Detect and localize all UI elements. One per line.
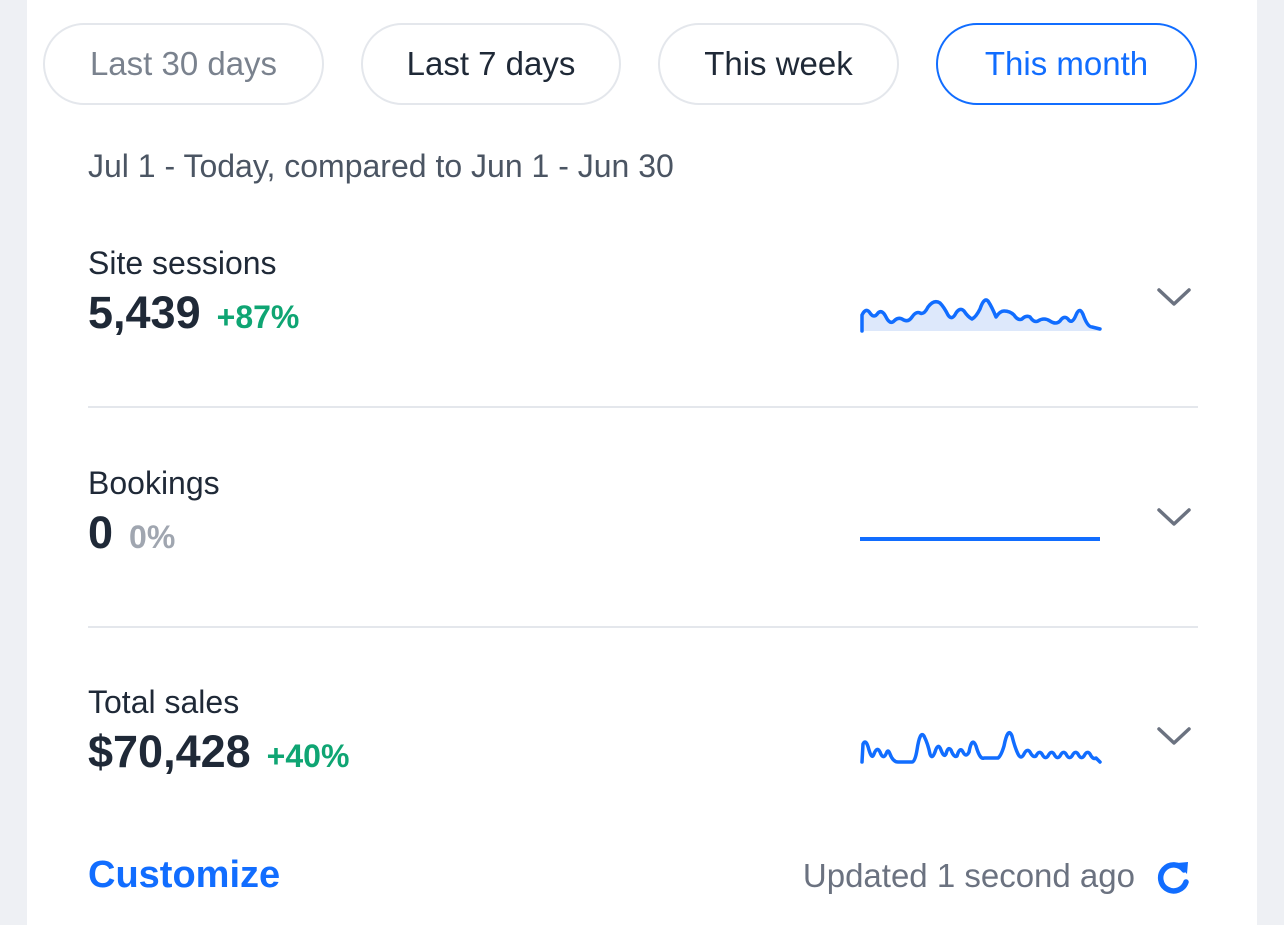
filter-last-7-days[interactable]: Last 7 days	[361, 23, 621, 105]
customize-link[interactable]: Customize	[88, 854, 281, 896]
chevron-down-icon[interactable]	[1156, 505, 1192, 529]
sparkline-chart-icon	[860, 730, 1102, 764]
metric-value: $70,428	[88, 726, 251, 777]
divider	[88, 406, 1198, 408]
metric-site-sessions[interactable]: Site sessions 5,439 +87%	[88, 245, 1198, 395]
filter-this-week[interactable]: This week	[658, 23, 899, 105]
metric-value-row: 5,439 +87%	[88, 287, 299, 339]
refresh-icon[interactable]	[1153, 858, 1193, 898]
metric-label: Total sales	[88, 684, 240, 720]
chevron-down-icon[interactable]	[1156, 724, 1192, 748]
metric-change: 0%	[129, 519, 176, 555]
sparkline-chart-icon	[860, 298, 1102, 333]
metric-value: 0	[88, 507, 114, 558]
metric-label: Bookings	[88, 465, 220, 501]
metric-bookings[interactable]: Bookings 0 0%	[88, 465, 1198, 615]
metric-value-row: $70,428 +40%	[88, 726, 349, 778]
filter-this-month[interactable]: This month	[936, 23, 1197, 105]
metric-label: Site sessions	[88, 245, 277, 281]
flat-line-chart-icon	[860, 537, 1100, 541]
metric-total-sales[interactable]: Total sales $70,428 +40%	[88, 684, 1198, 834]
metric-value: 5,439	[88, 287, 201, 338]
date-filter-chips: Last 30 days Last 7 days This week This …	[43, 23, 1197, 105]
divider	[88, 626, 1198, 628]
dashboard-card: Last 30 days Last 7 days This week This …	[27, 0, 1257, 925]
metric-change: +40%	[266, 738, 350, 774]
comparison-range-text: Jul 1 - Today, compared to Jun 1 - Jun 3…	[88, 148, 674, 184]
chevron-down-icon[interactable]	[1156, 285, 1192, 309]
updated-timestamp: Updated 1 second ago	[802, 857, 1135, 894]
metric-change: +87%	[216, 299, 300, 335]
filter-last-30-days[interactable]: Last 30 days	[43, 23, 324, 105]
metric-value-row: 0 0%	[88, 507, 175, 559]
